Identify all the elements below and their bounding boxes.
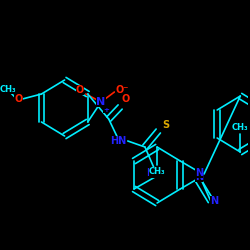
Text: HN: HN (146, 168, 162, 178)
Text: CH₃: CH₃ (0, 84, 16, 94)
Text: S: S (162, 120, 170, 130)
Text: N: N (195, 172, 203, 182)
Text: O: O (14, 94, 23, 104)
Text: +: + (103, 107, 109, 113)
Text: CH₃: CH₃ (232, 124, 248, 132)
Text: CH₃: CH₃ (149, 166, 166, 175)
Text: O: O (76, 85, 84, 95)
Text: O: O (122, 94, 130, 104)
Text: N: N (96, 97, 106, 107)
Text: N: N (195, 168, 203, 178)
Text: N: N (210, 196, 218, 206)
Text: HN: HN (110, 136, 126, 146)
Text: O⁻: O⁻ (115, 85, 129, 95)
